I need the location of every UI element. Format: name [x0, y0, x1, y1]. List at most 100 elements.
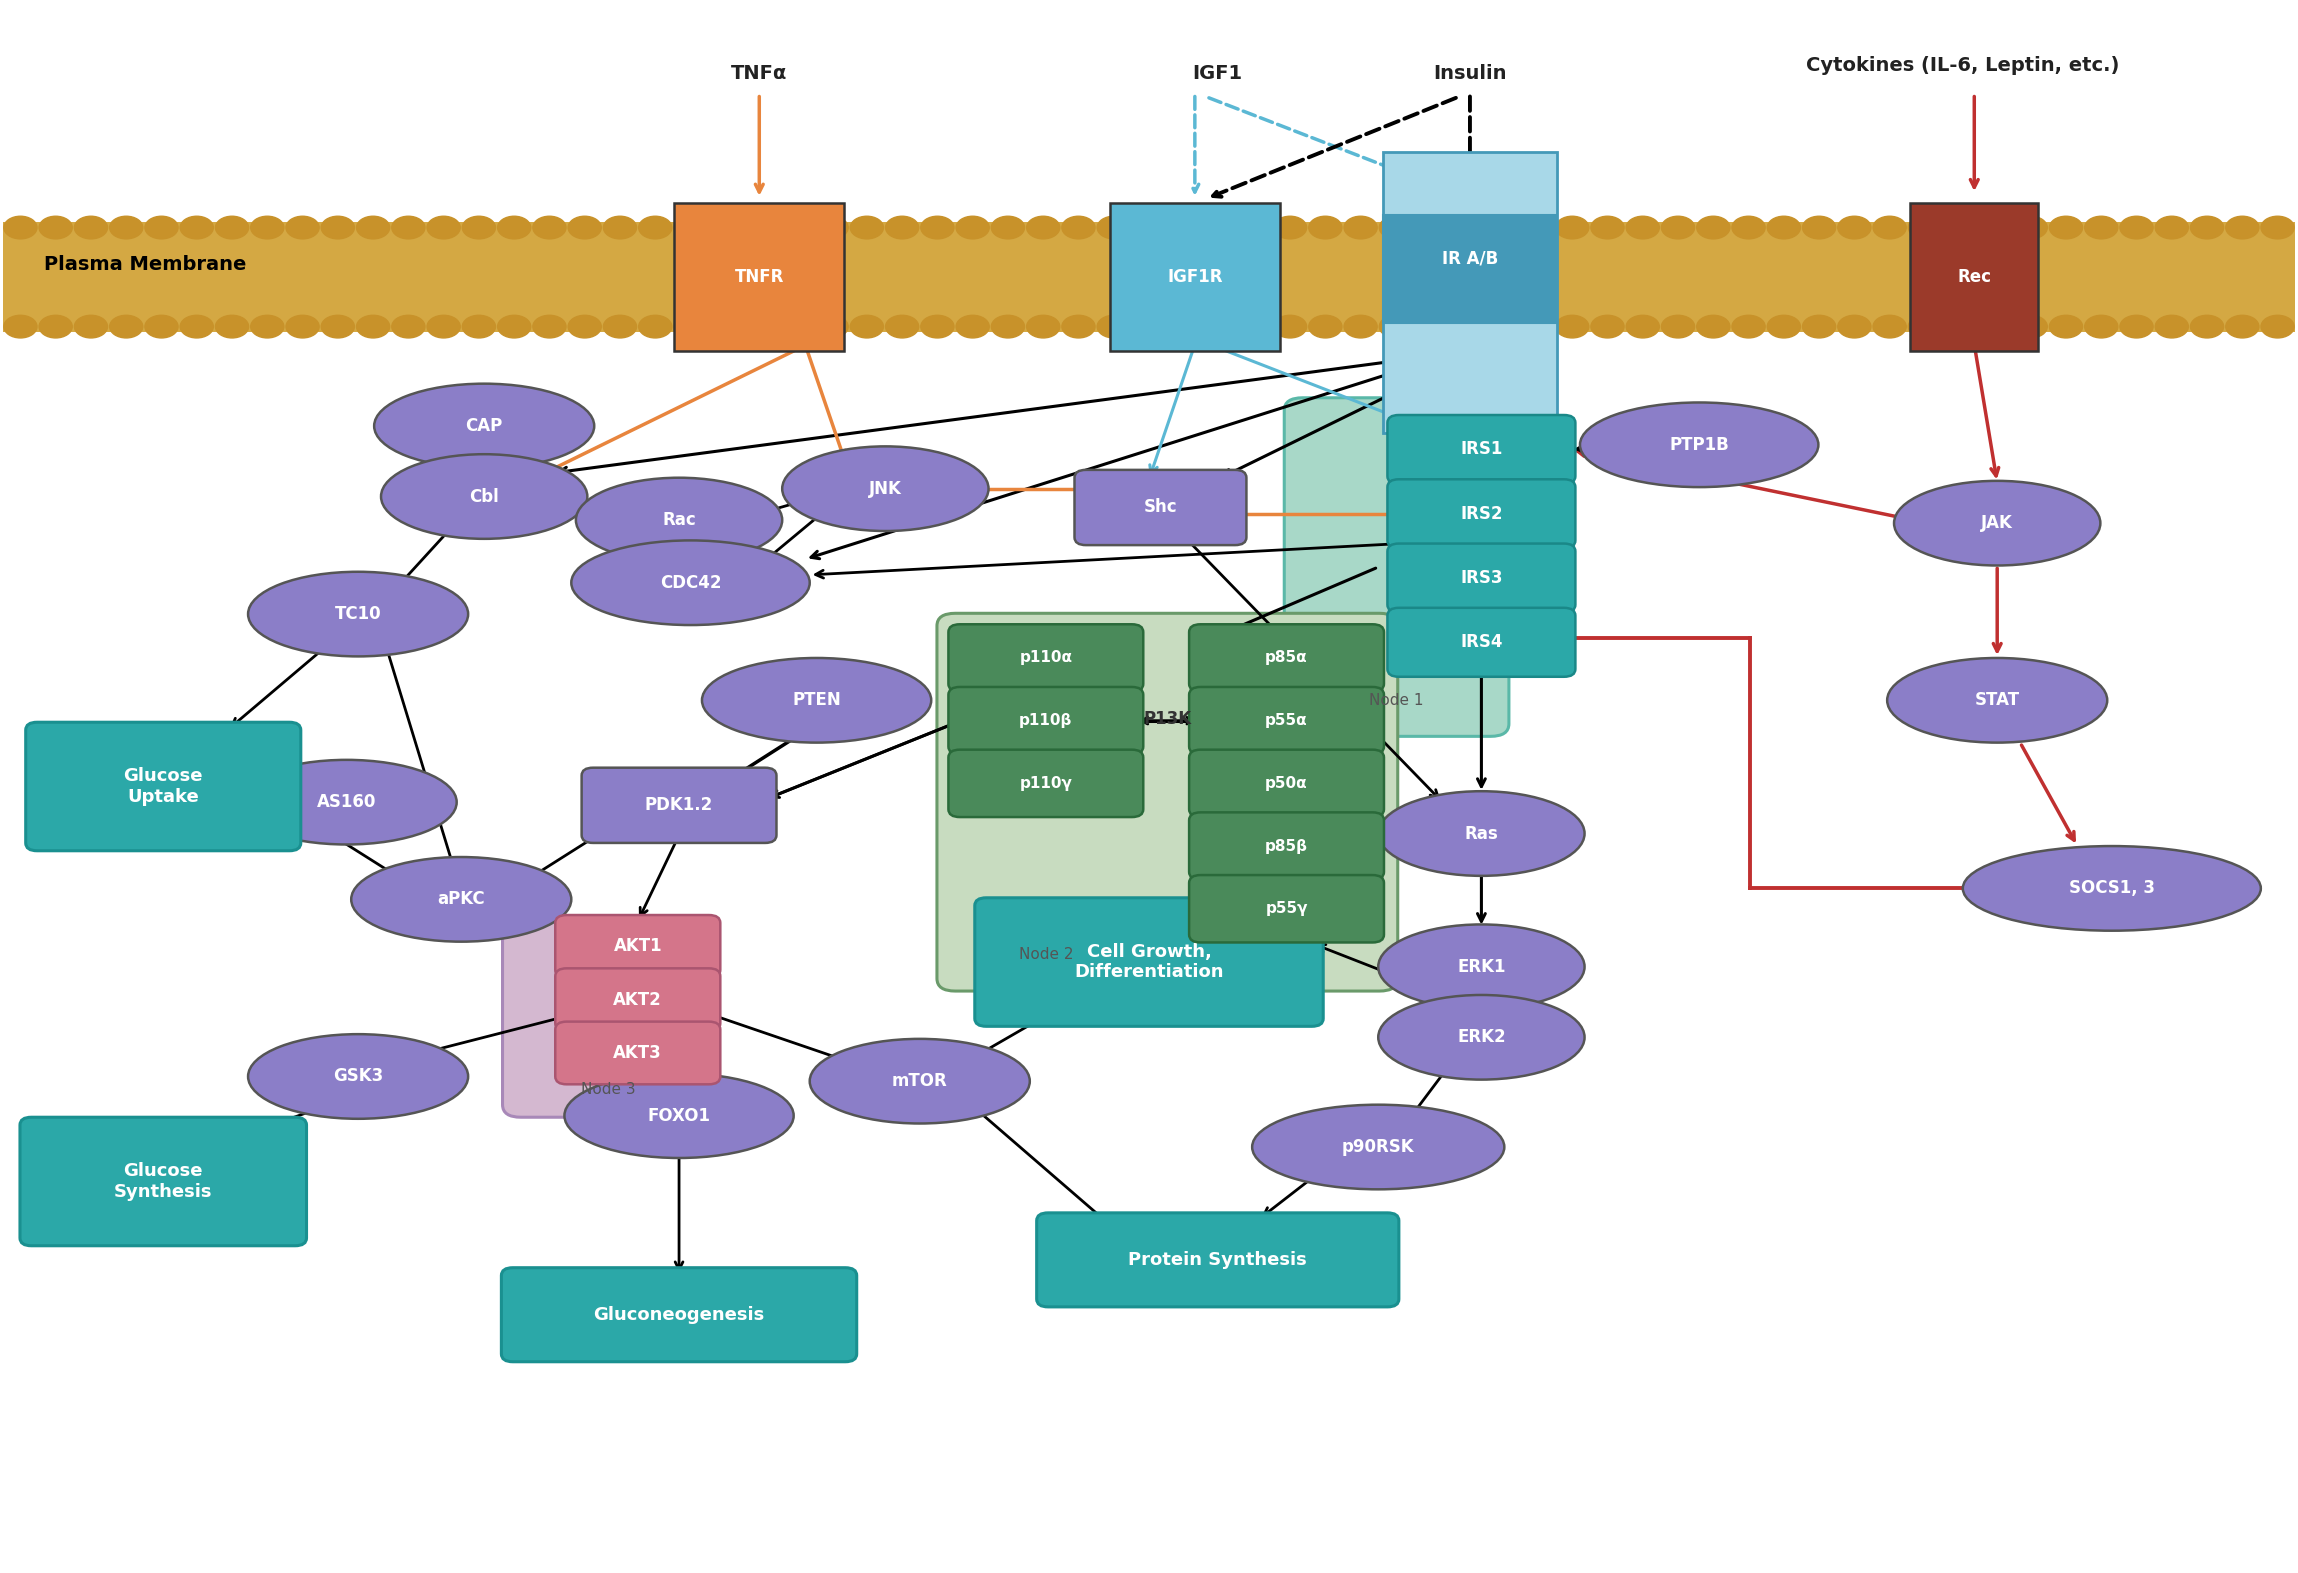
Circle shape — [5, 315, 37, 338]
Circle shape — [499, 315, 531, 338]
Circle shape — [2190, 315, 2224, 338]
Circle shape — [250, 216, 285, 239]
FancyArrowPatch shape — [416, 1010, 591, 1057]
Circle shape — [2121, 216, 2153, 239]
Circle shape — [1450, 216, 1482, 239]
Circle shape — [533, 216, 565, 239]
Ellipse shape — [1894, 481, 2100, 565]
Circle shape — [110, 315, 142, 338]
Ellipse shape — [1252, 1104, 1505, 1189]
Circle shape — [639, 216, 671, 239]
FancyArrowPatch shape — [232, 634, 340, 727]
FancyBboxPatch shape — [556, 969, 719, 1030]
Text: IRS1: IRS1 — [1459, 440, 1503, 458]
Circle shape — [745, 315, 777, 338]
Circle shape — [1133, 315, 1165, 338]
FancyBboxPatch shape — [974, 898, 1324, 1026]
FancyArrowPatch shape — [1478, 675, 1485, 786]
Text: ERK1: ERK1 — [1457, 958, 1505, 975]
Circle shape — [2227, 216, 2259, 239]
Text: p110γ: p110γ — [1020, 775, 1073, 791]
Circle shape — [533, 315, 565, 338]
Ellipse shape — [248, 571, 469, 656]
Circle shape — [1485, 315, 1519, 338]
Text: Cell Growth,
Differentiation: Cell Growth, Differentiation — [1073, 942, 1225, 982]
Text: IRS4: IRS4 — [1459, 634, 1503, 651]
Circle shape — [285, 216, 319, 239]
FancyArrowPatch shape — [816, 544, 1399, 577]
Circle shape — [710, 315, 742, 338]
FancyArrowPatch shape — [807, 348, 846, 459]
Text: p55α: p55α — [1266, 713, 1308, 728]
Text: PDK1.2: PDK1.2 — [646, 796, 712, 815]
Circle shape — [1416, 315, 1448, 338]
FancyArrowPatch shape — [1209, 98, 1464, 197]
Circle shape — [1485, 216, 1519, 239]
Text: Rac: Rac — [662, 511, 696, 529]
Circle shape — [850, 216, 882, 239]
Ellipse shape — [1379, 925, 1586, 1008]
FancyArrowPatch shape — [1576, 448, 1926, 522]
FancyArrowPatch shape — [641, 837, 678, 915]
Circle shape — [1310, 315, 1342, 338]
Ellipse shape — [352, 857, 572, 942]
Circle shape — [216, 315, 248, 338]
FancyArrowPatch shape — [811, 367, 1411, 558]
FancyArrowPatch shape — [1992, 568, 2002, 651]
Circle shape — [1239, 315, 1271, 338]
Circle shape — [1062, 315, 1096, 338]
Text: PTP1B: PTP1B — [1668, 436, 1728, 453]
Circle shape — [568, 216, 602, 239]
Text: AS160: AS160 — [317, 793, 377, 812]
Circle shape — [639, 315, 671, 338]
FancyBboxPatch shape — [581, 768, 777, 843]
Circle shape — [956, 315, 988, 338]
Ellipse shape — [1379, 996, 1586, 1079]
Circle shape — [179, 216, 214, 239]
Text: TNFR: TNFR — [735, 267, 784, 286]
FancyArrowPatch shape — [1974, 348, 1999, 477]
FancyArrowPatch shape — [1186, 538, 1439, 798]
Circle shape — [1802, 315, 1836, 338]
FancyBboxPatch shape — [1075, 470, 1246, 546]
Text: STAT: STAT — [1974, 691, 2020, 709]
FancyArrowPatch shape — [260, 790, 432, 898]
Circle shape — [1767, 315, 1799, 338]
FancyArrowPatch shape — [676, 1140, 683, 1269]
Circle shape — [710, 216, 742, 239]
Circle shape — [1133, 216, 1165, 239]
Circle shape — [5, 216, 37, 239]
FancyArrowPatch shape — [967, 1101, 1117, 1232]
Circle shape — [990, 216, 1025, 239]
Text: Glucose
Uptake: Glucose Uptake — [124, 768, 202, 805]
Circle shape — [2261, 216, 2293, 239]
FancyBboxPatch shape — [1388, 480, 1576, 549]
Circle shape — [1273, 216, 1308, 239]
Text: JAK: JAK — [1981, 514, 2013, 532]
Circle shape — [816, 216, 848, 239]
Bar — [2, 222, 2296, 332]
FancyBboxPatch shape — [21, 1117, 306, 1246]
Circle shape — [2084, 315, 2119, 338]
Text: ERK2: ERK2 — [1457, 1029, 1505, 1046]
Text: Cbl: Cbl — [469, 488, 499, 505]
Circle shape — [74, 315, 108, 338]
Circle shape — [1310, 216, 1342, 239]
Circle shape — [1979, 315, 2013, 338]
Circle shape — [250, 315, 285, 338]
FancyBboxPatch shape — [1188, 750, 1383, 816]
FancyArrowPatch shape — [1264, 1167, 1326, 1216]
FancyBboxPatch shape — [949, 750, 1144, 816]
Text: FOXO1: FOXO1 — [648, 1107, 710, 1125]
Text: GSK3: GSK3 — [333, 1068, 384, 1085]
FancyArrowPatch shape — [1409, 1065, 1450, 1118]
FancyArrowPatch shape — [1149, 348, 1195, 473]
Circle shape — [391, 216, 425, 239]
Circle shape — [322, 315, 354, 338]
Text: IGF1: IGF1 — [1193, 64, 1243, 83]
FancyBboxPatch shape — [938, 613, 1397, 991]
Text: IRS2: IRS2 — [1459, 505, 1503, 522]
FancyArrowPatch shape — [531, 349, 797, 480]
Circle shape — [1027, 216, 1059, 239]
Circle shape — [1096, 216, 1131, 239]
